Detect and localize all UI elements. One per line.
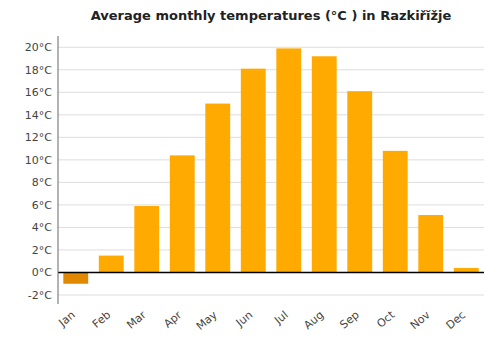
x-tick-label: Sep <box>337 308 361 331</box>
grid-line <box>58 159 484 160</box>
y-tick-label: 18°C <box>25 64 52 77</box>
bar <box>99 256 124 273</box>
y-tick-label: 6°C <box>32 199 52 212</box>
y-tick-label: 2°C <box>32 244 52 257</box>
x-tick-label: Jan <box>56 308 78 330</box>
grid-line <box>58 114 484 115</box>
y-axis-line <box>58 36 59 304</box>
x-tick-label: Jun <box>233 308 255 330</box>
x-tick-label: Mar <box>124 308 149 332</box>
x-tick-label: Aug <box>301 308 326 332</box>
x-tick-label: Jul <box>271 308 290 327</box>
y-tick-label: 10°C <box>25 154 52 167</box>
grid-line <box>58 182 484 183</box>
y-tick-label: -2°C <box>28 289 52 302</box>
zero-line <box>58 272 484 274</box>
grid-line <box>58 92 484 93</box>
x-tick-label: May <box>194 308 220 333</box>
y-tick-label: 8°C <box>32 176 52 189</box>
bar <box>418 215 443 272</box>
x-tick-label: Feb <box>90 308 113 330</box>
bar <box>383 151 408 273</box>
grid-line <box>58 272 484 273</box>
y-tick-label: 0°C <box>32 266 52 279</box>
grid-line <box>58 137 484 138</box>
x-tick-label: Oct <box>374 308 397 331</box>
y-tick-label: 4°C <box>32 221 52 234</box>
bar <box>205 104 230 273</box>
x-tick-label: Apr <box>161 308 184 330</box>
bar <box>276 48 301 272</box>
y-tick-label: 14°C <box>25 109 52 122</box>
chart: Average monthly temperatures (°C ) in Ra… <box>0 0 500 350</box>
bars <box>63 48 478 283</box>
bar <box>63 272 88 283</box>
bar <box>312 56 337 272</box>
grid <box>58 47 484 295</box>
title: Average monthly temperatures (°C ) in Ra… <box>91 8 452 23</box>
grid-line <box>58 204 484 205</box>
bar <box>170 155 195 272</box>
bar <box>347 91 372 272</box>
grid-line <box>58 47 484 48</box>
x-tick-label: Nov <box>408 308 433 332</box>
grid-line <box>58 294 484 295</box>
y-tick-label: 12°C <box>25 131 52 144</box>
y-tick-label: 16°C <box>25 86 52 99</box>
bar <box>134 206 159 272</box>
y-tick-label: 20°C <box>25 41 52 54</box>
bar <box>241 69 266 273</box>
x-tick-label: Dec <box>444 308 469 332</box>
grid-line <box>58 69 484 70</box>
